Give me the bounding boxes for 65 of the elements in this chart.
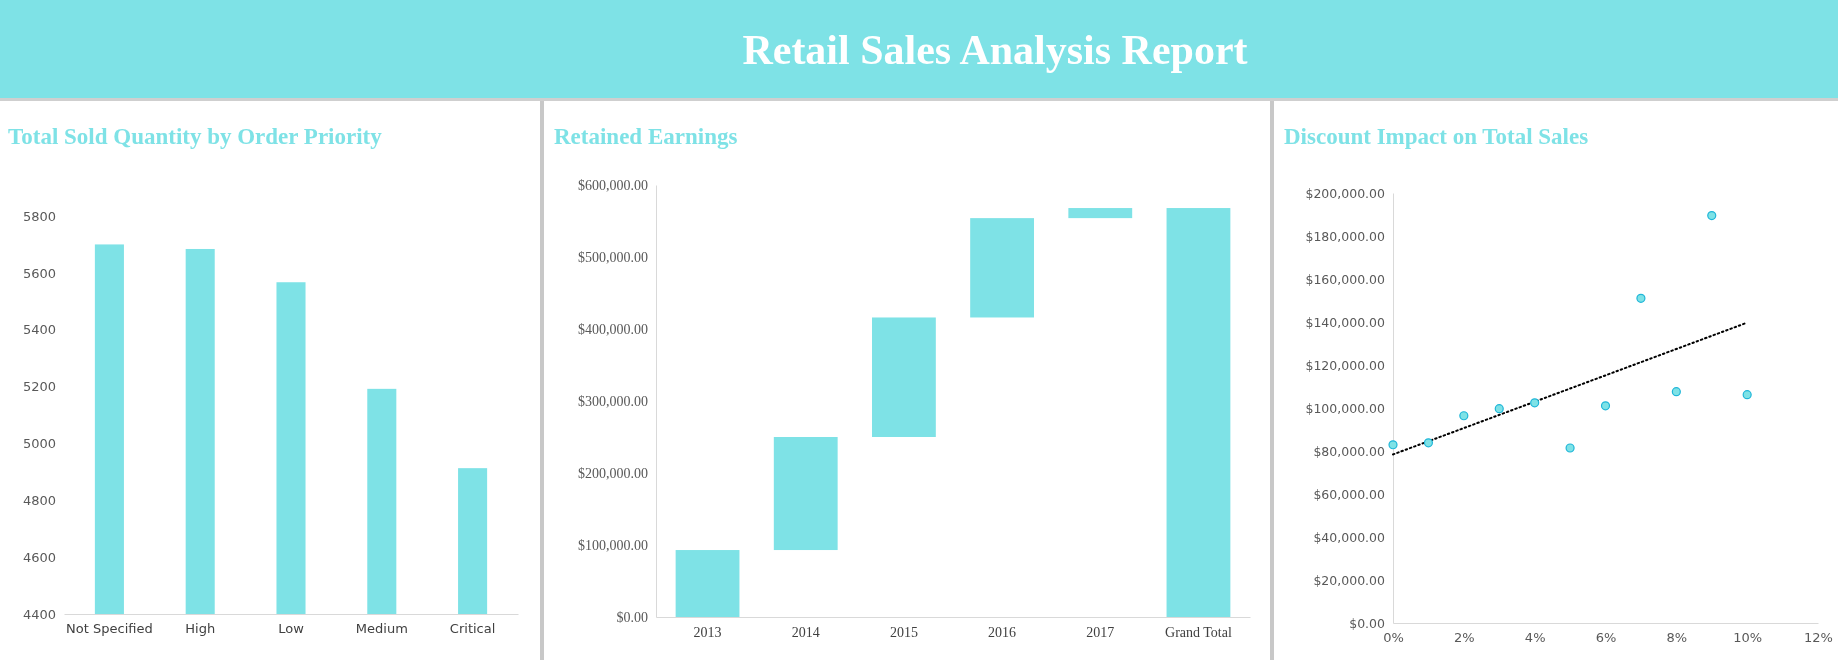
y-tick-label: $180,000.00: [1305, 228, 1386, 244]
y-tick-label: $100,000.00: [1305, 400, 1386, 416]
point: [1707, 210, 1717, 221]
point: [1494, 404, 1504, 414]
y-tick-label: $60,000.00: [1313, 486, 1386, 502]
x-tick-label: Medium: [355, 621, 408, 637]
bar: [970, 218, 1034, 318]
y-tick-label: $600,000.00: [578, 177, 648, 193]
y-tick-label: $200,000.00: [578, 465, 648, 481]
x-tick-label: Low: [278, 621, 305, 637]
y-tick-label: $140,000.00: [1305, 314, 1386, 330]
x-tick-label: Critical: [449, 621, 496, 637]
y-tick-label: $120,000.00: [1305, 357, 1386, 373]
y-tick-label: 4800: [22, 492, 56, 508]
x-tick-label: 0%: [1383, 630, 1404, 646]
x-tick-label: 2017: [1086, 624, 1115, 640]
bar: [1068, 208, 1133, 219]
x-tick-label: 2014: [791, 624, 820, 640]
y-tick-label: 4600: [22, 549, 56, 565]
point: [1459, 411, 1469, 421]
x-tick-label: 10%: [1733, 630, 1763, 646]
y-tick-label: 5400: [22, 322, 56, 338]
y-tick-label: $0.00: [1349, 615, 1386, 631]
chart-title: Retained Earnings: [554, 124, 738, 149]
bar: [1166, 208, 1231, 617]
y-tick-label: $160,000.00: [1305, 271, 1386, 287]
point: [1565, 443, 1575, 453]
point: [1742, 390, 1752, 400]
y-tick-label: 5600: [22, 265, 56, 281]
x-tick-label: 2016: [988, 624, 1017, 640]
point: [1671, 387, 1681, 397]
y-tick-label: $80,000.00: [1313, 443, 1386, 459]
y-tick-label: $40,000.00: [1313, 529, 1386, 545]
y-tick-label: $300,000.00: [578, 393, 648, 409]
bar: [675, 550, 740, 617]
y-tick-label: $0.00: [616, 609, 648, 625]
y-tick-label: $400,000.00: [578, 321, 648, 337]
y-tick-label: 5000: [22, 436, 56, 452]
y-tick-label: $200,000.00: [1305, 185, 1386, 201]
bar: [773, 437, 838, 551]
x-tick-label: 6%: [1595, 630, 1617, 646]
x-tick-label: Not Specified: [66, 621, 153, 637]
x-tick-label: 2%: [1454, 630, 1475, 646]
x-tick-label: Grand Total: [1165, 624, 1232, 640]
x-tick-label: High: [185, 621, 216, 637]
y-tick-label: 4400: [22, 606, 56, 622]
y-tick-label: $100,000.00: [578, 537, 648, 553]
point: [1636, 293, 1646, 303]
x-tick-label: 8%: [1666, 630, 1688, 646]
x-tick-label: 4%: [1524, 630, 1546, 646]
text: Retail Sales Analysis Report: [742, 27, 1248, 73]
y-tick-label: $500,000.00: [578, 249, 648, 265]
point: [1600, 401, 1611, 411]
point: [1423, 438, 1434, 448]
y-tick-label: $20,000.00: [1313, 572, 1386, 588]
y-tick-label: 5200: [22, 379, 56, 395]
x-tick-label: 2015: [889, 624, 918, 640]
point: [1530, 398, 1540, 408]
x-tick-label: 2013: [693, 624, 722, 640]
chart-title: Discount Impact on Total Sales: [1284, 124, 1589, 149]
x-tick-label: 12%: [1804, 630, 1833, 646]
point: [1388, 440, 1398, 450]
bar: [872, 317, 936, 437]
chart-title: Total Sold Quantity by Order Priority: [8, 124, 383, 149]
y-tick-label: 5800: [22, 208, 56, 224]
